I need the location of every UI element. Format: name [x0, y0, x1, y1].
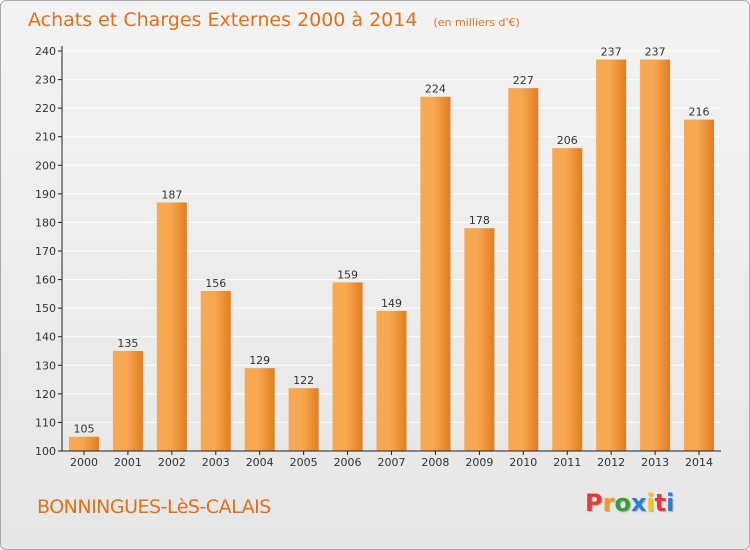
y-tick-label: 120 — [35, 388, 56, 401]
x-tick-label: 2005 — [290, 456, 318, 469]
x-tick-label: 2004 — [246, 456, 274, 469]
proxiti-logo[interactable]: Proxiti — [585, 489, 674, 517]
data-label: 156 — [205, 277, 226, 290]
x-tick-label: 2007 — [378, 456, 406, 469]
y-tick-label: 230 — [35, 74, 56, 87]
place-name: BONNINGUES-LèS-CALAIS — [37, 496, 271, 518]
bars: 105 135 187 156 129 122 159 149 224 178 227 206 237 2… — [68, 46, 715, 452]
y-tick-label: 210 — [35, 131, 56, 144]
bar — [552, 148, 583, 451]
y-tick-label: 240 — [35, 45, 56, 58]
data-label: 178 — [469, 214, 490, 227]
data-label: 135 — [117, 337, 138, 350]
y-tick-label: 220 — [35, 102, 56, 115]
y-tick-label: 180 — [35, 216, 56, 229]
y-tick-label: 170 — [35, 245, 56, 258]
data-label: 237 — [645, 46, 666, 59]
x-tick-label: 2008 — [421, 456, 449, 469]
logo-letter: i — [666, 489, 675, 517]
y-tick-label: 110 — [35, 416, 56, 429]
logo-letter: r — [602, 489, 615, 517]
bar — [640, 59, 671, 451]
x-tick-label: 2012 — [597, 456, 625, 469]
y-tick-label: 130 — [35, 359, 56, 372]
y-tick-label: 200 — [35, 159, 56, 172]
bar — [332, 282, 363, 451]
x-tick-label: 2006 — [334, 456, 362, 469]
bar — [112, 351, 143, 451]
bar — [288, 388, 319, 451]
data-label: 216 — [689, 106, 710, 119]
x-tick-label: 2011 — [553, 456, 581, 469]
chart-title: Achats et Charges Externes 2000 à 2014 (… — [28, 9, 520, 31]
bar — [508, 88, 539, 452]
data-label: 227 — [513, 74, 534, 87]
logo-letter: i — [646, 489, 655, 517]
y-tick-label: 160 — [35, 274, 56, 287]
logo-letter: x — [630, 489, 647, 517]
bar — [244, 368, 275, 451]
axes: 100 110 120 130 140 150 160 170 180 190 200 210 220 2… — [35, 45, 721, 469]
data-label: 224 — [425, 83, 446, 96]
x-tick-label: 2000 — [70, 456, 98, 469]
y-tick-label: 140 — [35, 331, 56, 344]
data-label: 159 — [337, 268, 358, 281]
bar — [68, 436, 99, 451]
y-tick-label: 190 — [35, 188, 56, 201]
data-label: 105 — [73, 423, 94, 436]
y-tick-label: 150 — [35, 302, 56, 315]
x-tick-label: 2014 — [685, 456, 713, 469]
bar — [200, 291, 231, 451]
data-label: 149 — [381, 297, 402, 310]
data-label: 206 — [557, 134, 578, 147]
chart-title-text: Achats et Charges Externes 2000 à 2014 — [28, 9, 418, 31]
data-label: 187 — [161, 188, 182, 201]
x-tick-label: 2001 — [114, 456, 142, 469]
logo-letter: t — [654, 489, 667, 517]
logo-letter: o — [614, 489, 631, 517]
y-tick-label: 100 — [35, 445, 56, 458]
x-tick-label: 2010 — [509, 456, 537, 469]
bar — [684, 119, 715, 452]
data-label: 237 — [601, 46, 622, 59]
bar — [596, 59, 627, 451]
data-label: 122 — [293, 374, 314, 387]
x-tick-label: 2003 — [202, 456, 230, 469]
chart-subtitle: (en milliers d'€) — [433, 16, 520, 29]
x-tick-label: 2009 — [465, 456, 493, 469]
bar — [420, 96, 451, 451]
bar — [376, 311, 407, 451]
x-tick-label: 2013 — [641, 456, 669, 469]
logo-letter: P — [585, 489, 603, 517]
x-tick-label: 2002 — [158, 456, 186, 469]
data-label: 129 — [249, 354, 270, 367]
bar — [464, 228, 495, 451]
bar — [156, 202, 187, 451]
